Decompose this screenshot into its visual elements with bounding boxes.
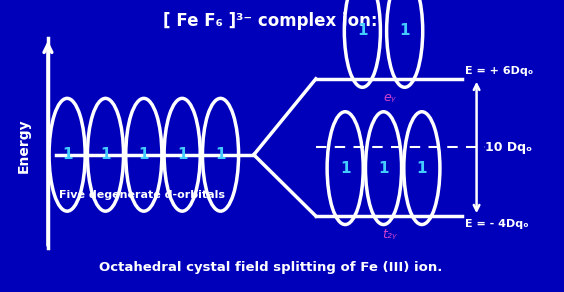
Text: 1: 1: [399, 23, 410, 39]
Text: 1: 1: [139, 147, 149, 162]
Text: 10 Dqₒ: 10 Dqₒ: [485, 141, 532, 154]
Text: 1: 1: [177, 147, 187, 162]
Text: 1: 1: [215, 147, 226, 162]
Text: Five degenerate d-orbitals: Five degenerate d-orbitals: [59, 190, 225, 200]
Text: E = - 4Dqₒ: E = - 4Dqₒ: [465, 219, 529, 229]
Text: t₂ᵧ: t₂ᵧ: [382, 228, 396, 241]
Text: Octahedral cystal field splitting of Fe (III) ion.: Octahedral cystal field splitting of Fe …: [99, 261, 442, 274]
Text: 1: 1: [62, 147, 72, 162]
Text: eᵧ: eᵧ: [383, 91, 395, 104]
Text: 1: 1: [340, 161, 350, 176]
Text: Energy: Energy: [17, 119, 30, 173]
Text: E = + 6Dqₒ: E = + 6Dqₒ: [465, 66, 534, 76]
Text: [ Fe F₆ ]³⁻ complex ion:: [ Fe F₆ ]³⁻ complex ion:: [164, 12, 378, 30]
Text: 1: 1: [357, 23, 368, 39]
Text: 1: 1: [100, 147, 111, 162]
Text: 1: 1: [378, 161, 389, 176]
Text: 1: 1: [417, 161, 427, 176]
